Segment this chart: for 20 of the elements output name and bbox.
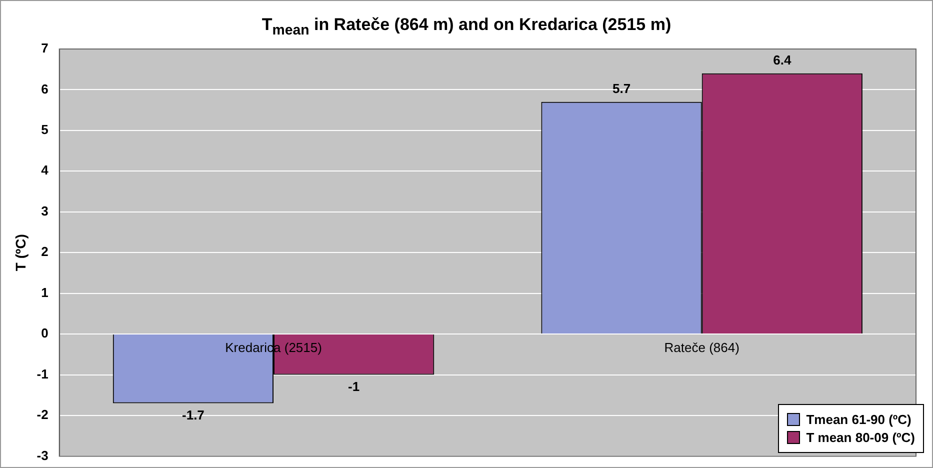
legend-label: T mean 80-09 (ºC) [805, 430, 915, 445]
y-tick-label: 5 [41, 122, 48, 138]
y-axis-title: T (ºC) [12, 234, 28, 272]
data-label: -1.7 [182, 407, 204, 422]
legend-label: Tmean 61-90 (ºC) [805, 412, 912, 427]
data-label: -1 [348, 378, 360, 394]
y-tick-label: -1 [36, 366, 48, 382]
y-tick-label: 4 [41, 162, 50, 178]
y-tick-label: 1 [41, 284, 48, 300]
y-tick-label: 6 [41, 81, 48, 96]
chart-title: T$_{mean}$ in Rateče (864 m) and on Kredarica (2515 m) [260, 15, 672, 38]
y-tick-label: 7 [41, 40, 48, 56]
data-label: 5.7 [612, 81, 631, 96]
y-tick-label: 0 [41, 326, 48, 341]
y-tick-label: 3 [41, 203, 48, 218]
y-tick-label: -2 [36, 407, 48, 422]
y-tick-label: 2 [41, 244, 48, 260]
x-tick-label: Rateče (864) [664, 340, 740, 356]
data-label: 6.4 [773, 52, 792, 68]
y-tick-label: -3 [36, 448, 48, 463]
